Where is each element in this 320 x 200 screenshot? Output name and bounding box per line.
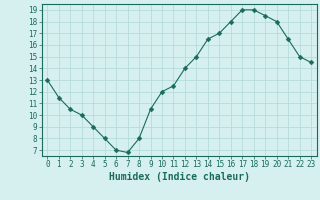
X-axis label: Humidex (Indice chaleur): Humidex (Indice chaleur) [109,172,250,182]
